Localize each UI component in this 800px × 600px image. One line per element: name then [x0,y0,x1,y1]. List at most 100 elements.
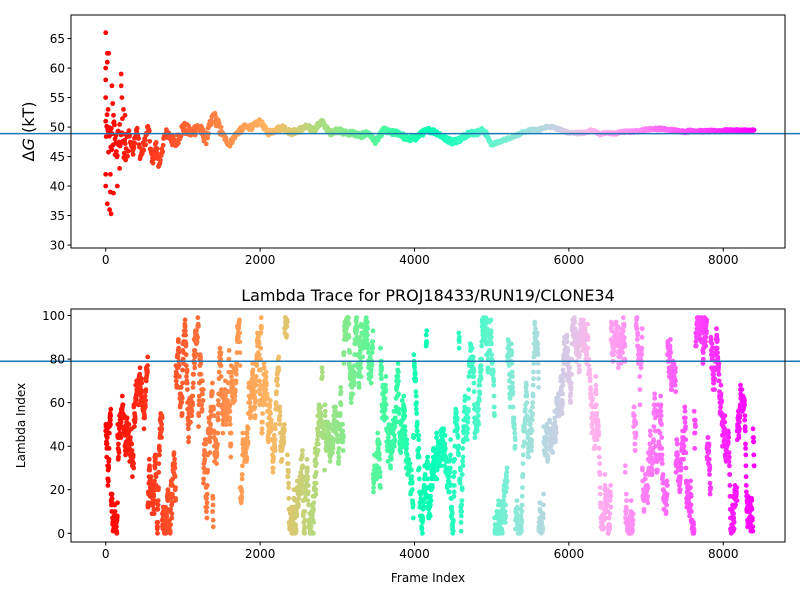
lambda-point [476,398,482,403]
lambda-point [258,315,264,321]
lambda-point [409,487,415,493]
lambda-point [257,387,263,392]
lambda-point [576,363,582,368]
lambda-point [451,474,457,480]
lambda-point [509,361,515,366]
lambda-point [624,498,629,503]
lambda-point [155,502,161,508]
lambda-point [459,487,465,493]
lambda-point [568,385,574,390]
lambda-point [284,324,290,329]
lambda-point [275,382,280,388]
delta-g-point [142,137,148,143]
lambda-point [411,352,417,358]
lambda-point [196,398,202,403]
lambda-point [456,345,462,351]
delta-g-point [123,157,128,163]
lambda-point [199,406,205,412]
lambda-point [377,441,382,447]
lambda-point [453,411,459,416]
lambda-point [597,485,603,490]
delta-g-point [158,157,163,163]
delta-g-point [103,118,109,124]
delta-g-point [112,136,118,142]
lambda-point [581,317,586,323]
lambda-point [589,424,595,429]
lambda-point [337,411,343,416]
delta-g-point [751,127,757,133]
lambda-point [645,493,650,499]
lambda-point [428,498,434,503]
lambda-point [198,354,203,360]
lambda-point [304,456,310,462]
lambda-point [608,489,613,495]
lambda-point [209,389,215,395]
lambda-point [334,411,339,416]
lambda-point [634,337,640,342]
lambda-point [358,365,364,371]
lambda-point [302,509,308,514]
lambda-point [369,363,375,368]
lambda-point [457,480,463,486]
lambda-point [145,500,151,506]
lambda-point [414,400,419,405]
lambda-point [459,498,465,503]
lambda-point [299,452,305,458]
delta-g-point [104,201,110,207]
lambda-point [524,393,530,399]
lambda-point [492,413,497,419]
lambda-point [155,506,161,512]
lambda-point [423,332,429,338]
lambda-point [569,371,574,377]
lambda-point [277,417,282,423]
lambda-point [509,369,515,375]
lambda-point [203,441,208,447]
delta-g-y-tick-label: 65 [50,32,65,46]
lambda-point [404,446,409,451]
lambda-point [202,456,208,462]
delta-g-point [114,183,120,189]
lambda-point [123,446,129,451]
lambda-point [229,374,234,379]
lambda-point [152,465,158,471]
lambda-point [378,345,383,351]
lambda-point [155,530,160,536]
lambda-point [244,435,250,440]
lambda-point [143,404,148,410]
lambda-point [199,402,205,408]
delta-g-point [114,149,119,154]
delta-g-point [108,171,113,177]
lambda-point [200,378,205,384]
lambda-point [434,476,440,482]
lambda-point [186,435,192,440]
lambda-point [263,369,269,375]
lambda-point [293,522,298,527]
lambda-point [201,480,206,486]
lambda-point [264,380,269,386]
lambda-point [621,321,627,327]
lambda-point [450,528,456,534]
lambda-point [388,465,393,471]
lambda-point [386,422,392,427]
lambda-point [284,332,290,338]
lambda-point [466,374,472,379]
lambda-point [456,452,461,458]
lambda-point [299,478,305,484]
lambda-point [210,524,216,530]
lambda-point [207,435,213,440]
lambda-point [423,491,429,497]
lambda-point [119,393,125,399]
lambda-point [305,465,310,471]
lambda-point [639,334,645,340]
delta-g-point [203,141,209,147]
lambda-point [139,376,145,382]
delta-g-point [126,128,132,134]
lambda-point [510,374,515,379]
delta-g-point [111,190,116,196]
lambda-point [648,432,653,438]
lambda-point [425,461,431,466]
lambda-point [398,450,404,456]
lambda-point [597,472,603,477]
lambda-point [590,395,595,401]
lambda-point [504,469,510,475]
